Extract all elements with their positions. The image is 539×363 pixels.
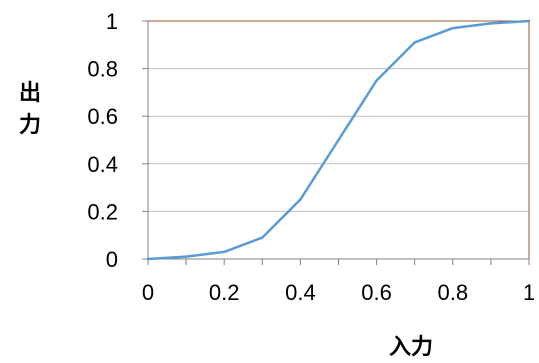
data-point-3 (261, 236, 264, 239)
y-axis-title: 出力 (19, 81, 41, 138)
y-axis-title-char-0: 出 (19, 81, 41, 106)
x-tick-label-5: 1 (523, 280, 535, 305)
y-tick-label-2: 0.4 (87, 152, 118, 177)
data-point-10 (527, 19, 531, 23)
y-tick-label-5: 1 (106, 9, 118, 34)
data-point-4 (299, 198, 302, 201)
data-point-0 (146, 257, 150, 261)
y-tick-label-1: 0.2 (87, 199, 118, 224)
y-tick-label-0: 0 (106, 247, 118, 272)
x-tick-label-4: 0.8 (438, 280, 469, 305)
data-point-5 (337, 138, 340, 142)
x-tick-labels: 0 0.2 0.4 0.6 0.8 1 (142, 280, 535, 305)
x-tick-label-2: 0.4 (285, 280, 316, 305)
data-point-8 (451, 26, 454, 30)
data-point-2 (223, 250, 226, 254)
y-tick-label-3: 0.6 (87, 104, 118, 129)
x-tick-label-1: 0.2 (209, 280, 240, 305)
data-point-1 (184, 255, 188, 258)
grid-lines (148, 68, 529, 212)
x-axis-title: 入力 (389, 335, 433, 360)
y-tick-labels: 0 0.2 0.4 0.6 0.8 1 (87, 9, 118, 272)
x-tick-label-0: 0 (142, 280, 154, 305)
y-axis-title-char-1: 力 (19, 113, 41, 138)
axes (142, 20, 530, 265)
series-layer (146, 19, 531, 261)
x-tick-label-3: 0.6 (361, 280, 392, 305)
y-tick-label-4: 0.8 (87, 57, 118, 82)
data-point-7 (413, 41, 416, 44)
data-point-6 (375, 79, 378, 82)
data-point-9 (489, 22, 493, 25)
